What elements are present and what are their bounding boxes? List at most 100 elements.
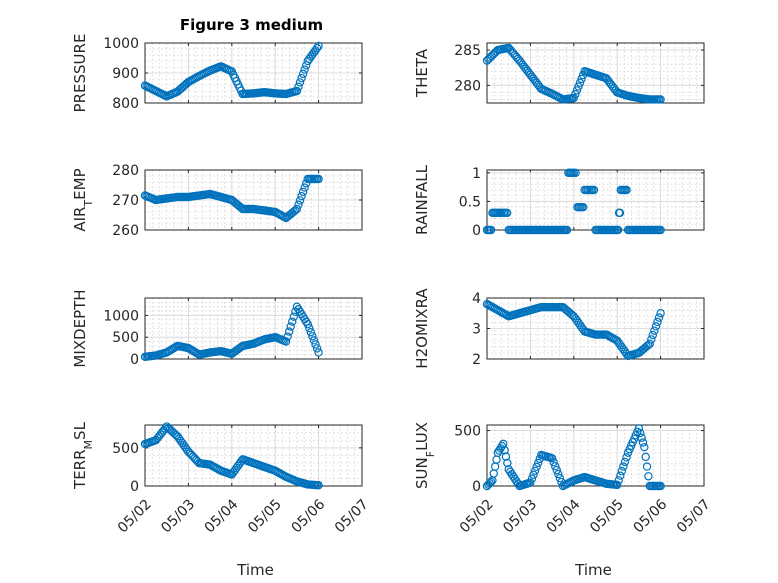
data-point xyxy=(294,200,303,209)
data-point xyxy=(613,480,622,490)
data-point xyxy=(533,458,543,468)
data-point xyxy=(574,82,583,91)
y-axis-label-sun_flux: SUNFLUX xyxy=(413,422,437,489)
y-axis-label-terr_msl: TERRMSL xyxy=(71,421,95,490)
series-mixdepth xyxy=(140,302,323,362)
data-point xyxy=(571,168,580,178)
data-point xyxy=(616,471,625,480)
data-point xyxy=(551,461,560,471)
data-point xyxy=(562,225,572,235)
data-point xyxy=(497,441,507,451)
data-point xyxy=(637,433,646,442)
data-point xyxy=(294,82,303,91)
data-point xyxy=(650,326,659,335)
data-point xyxy=(622,453,631,462)
axes-frame xyxy=(144,42,363,104)
y-tick-label: 4 xyxy=(472,291,481,307)
data-point xyxy=(645,339,654,348)
data-point xyxy=(309,336,319,345)
data-point xyxy=(555,473,565,483)
data-point xyxy=(640,442,649,452)
data-point xyxy=(530,466,540,475)
data-point xyxy=(502,208,512,218)
data-point xyxy=(306,328,316,337)
data-point xyxy=(656,95,665,104)
data-point xyxy=(636,428,645,438)
data-point xyxy=(617,466,627,476)
data-point xyxy=(549,458,558,467)
y-tick-label: 280 xyxy=(454,78,481,94)
panel-theta: 280 285 THETA xyxy=(413,42,705,104)
data-point xyxy=(572,86,582,95)
data-point xyxy=(500,446,509,455)
y-tick-label: 500 xyxy=(112,441,139,457)
y-tick-label: 900 xyxy=(112,66,139,82)
data-point xyxy=(641,452,650,462)
y-tick-label: 285 xyxy=(454,43,481,59)
data-point xyxy=(620,457,630,467)
data-point xyxy=(495,446,504,455)
data-point xyxy=(532,462,541,472)
series-terr_msl xyxy=(140,422,323,490)
panel-pressure: 800 900 1000 PRESSURE xyxy=(71,34,363,112)
y-tick-label: 1000 xyxy=(103,308,139,324)
data-point xyxy=(486,477,496,487)
data-point xyxy=(577,74,586,84)
data-point xyxy=(288,317,297,326)
y-tick-label: 280 xyxy=(112,163,139,179)
series-theta xyxy=(482,43,665,104)
series-rainfall xyxy=(482,168,665,235)
data-point xyxy=(656,309,665,318)
y-tick-label: 1 xyxy=(472,166,481,182)
data-point xyxy=(613,225,623,235)
y-tick-label: 0.5 xyxy=(459,194,481,210)
data-point xyxy=(656,481,665,491)
data-point xyxy=(501,452,511,461)
data-point xyxy=(622,185,631,195)
y-tick-label: 800 xyxy=(112,96,139,112)
data-point xyxy=(615,208,625,218)
series-air_temp xyxy=(140,174,323,223)
data-point xyxy=(300,183,309,192)
data-point xyxy=(644,472,653,481)
y-tick-label: 0 xyxy=(472,479,481,495)
data-point xyxy=(311,340,320,349)
series-h2omixra xyxy=(482,299,665,361)
data-point xyxy=(552,465,561,475)
axes-frame xyxy=(144,297,363,360)
y-tick-label: 0 xyxy=(130,479,139,495)
y-tick-label: 500 xyxy=(454,424,481,440)
y-tick-label: 270 xyxy=(112,193,139,209)
panel-rainfall: 0 0.5 1 RAINFALL xyxy=(413,164,705,239)
data-point xyxy=(292,86,302,96)
y-tick-label: 0 xyxy=(130,352,139,368)
data-point xyxy=(619,462,628,471)
figure-title: Figure 3 medium xyxy=(180,16,323,34)
y-tick-label: 0 xyxy=(472,223,481,239)
data-point xyxy=(614,476,623,485)
data-point xyxy=(569,93,579,103)
y-tick-label: 1000 xyxy=(103,36,139,52)
data-point xyxy=(527,474,537,483)
data-point xyxy=(642,462,652,471)
data-point xyxy=(314,174,323,184)
data-point xyxy=(648,330,658,340)
x-axis-label-left: Time xyxy=(236,561,274,579)
panel-mixdepth: 0 500 1000 MIXDEPTH xyxy=(71,289,363,368)
data-point xyxy=(575,78,585,87)
axes-frame xyxy=(144,424,363,487)
data-point xyxy=(654,313,664,322)
data-point xyxy=(526,478,535,487)
data-point xyxy=(547,454,557,463)
data-point xyxy=(499,439,508,449)
series-sun_flux xyxy=(482,424,665,491)
data-point xyxy=(529,470,538,479)
y-axis-label-rainfall: RAINFALL xyxy=(413,164,431,235)
data-point xyxy=(647,335,656,344)
data-point xyxy=(579,202,588,212)
data-point xyxy=(503,458,512,468)
y-tick-label: 260 xyxy=(112,223,139,239)
y-axis-label-theta: THETA xyxy=(413,48,431,98)
data-point xyxy=(312,344,322,353)
data-point xyxy=(292,204,302,214)
